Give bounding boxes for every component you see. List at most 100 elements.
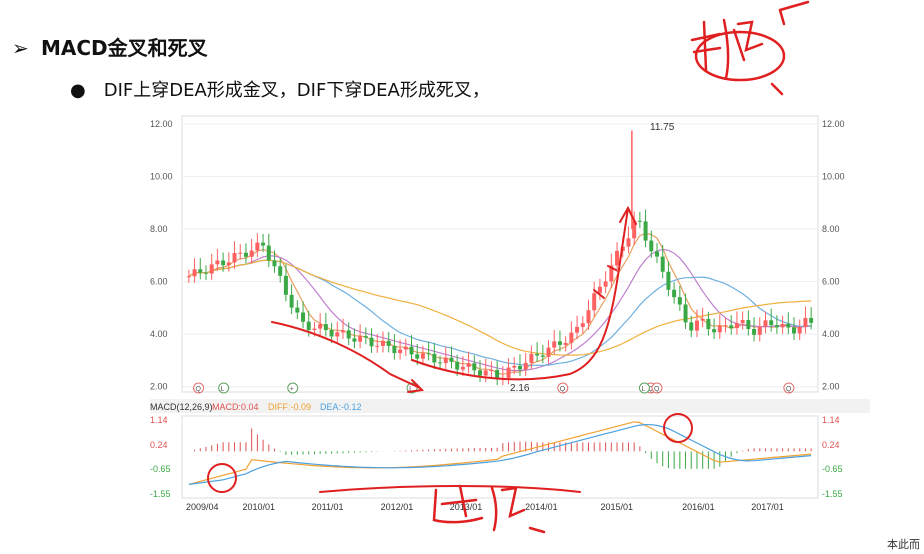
candle-body	[249, 250, 254, 257]
macd-legend-dea: DEA:-0.12	[320, 402, 362, 412]
candle-body	[809, 317, 814, 323]
candle-body	[626, 238, 631, 247]
macd-legend-name: MACD(12,26,9)	[150, 402, 213, 412]
candle-body	[232, 252, 237, 263]
candle-body	[392, 345, 397, 354]
candle-body	[752, 328, 757, 335]
candle-body	[478, 370, 483, 376]
candle-body	[563, 342, 568, 345]
candle-body	[261, 242, 266, 246]
candle-body	[746, 320, 751, 329]
candle-body	[238, 252, 243, 254]
candle-body	[506, 367, 511, 378]
macd-legend-diff: DIFF:-0.09	[268, 402, 311, 412]
candle-body	[295, 307, 300, 313]
x-axis-label: 2011/01	[312, 502, 344, 512]
macd-panel	[181, 415, 819, 499]
candle-body	[666, 271, 671, 290]
slide-heading: ➢ MACD金叉和死叉	[12, 32, 208, 61]
x-axis-label: 2013/01	[450, 502, 483, 512]
macd-tick-right: 0.24	[822, 440, 840, 450]
x-axis-label: 2016/01	[682, 502, 715, 512]
macd-legend-macd: MACD:0.04	[212, 402, 259, 412]
candle-body	[689, 322, 694, 331]
red-ink-annotations	[207, 205, 693, 493]
ticks-on-curve	[593, 265, 617, 299]
candle-body	[186, 276, 191, 278]
candlesticks	[186, 130, 814, 386]
handwritten-note-bottom	[432, 484, 546, 534]
macd-tick-left: -1.55	[150, 489, 171, 499]
macd-histogram	[194, 428, 812, 469]
candle-body	[301, 312, 306, 322]
candle-body	[375, 345, 380, 347]
stock-chart: 12.00 10.00 8.00 6.00 4.00 2.00 12.00 10.00 8.0…	[150, 115, 870, 512]
event-marker	[193, 382, 205, 394]
event-marker-label: Q	[654, 386, 660, 393]
moving-average-line	[188, 259, 812, 356]
price-tick-right: 2.00	[822, 382, 840, 392]
candle-body	[443, 357, 448, 364]
candle-body	[380, 340, 385, 346]
price-tick-left: 2.00	[150, 382, 168, 392]
moving-average-line	[188, 248, 812, 372]
price-tick-left: 10.00	[150, 171, 173, 181]
candle-body	[283, 275, 288, 295]
candle-body	[712, 329, 717, 333]
dea-line	[188, 423, 812, 485]
candle-body	[289, 294, 294, 308]
candle-body	[637, 220, 642, 222]
low-price-label: 2.16	[510, 383, 530, 394]
candle-body	[792, 327, 797, 334]
candle-body	[512, 365, 517, 368]
event-marker	[651, 382, 663, 394]
candle-body	[597, 286, 602, 294]
x-axis-label: 2010/01	[243, 502, 276, 512]
candle-body	[335, 332, 340, 337]
candle-body	[643, 221, 648, 241]
candle-body	[780, 323, 785, 328]
candle-body	[472, 363, 477, 371]
bottom-curve	[411, 207, 629, 381]
candle-body	[312, 328, 317, 331]
event-marker	[638, 382, 650, 394]
candle-body	[255, 242, 260, 251]
death-cross-circle	[663, 413, 693, 443]
candle-body	[700, 318, 705, 321]
golden-cross-circle	[207, 463, 237, 493]
candle-body	[546, 347, 551, 357]
macd-y-ticks: 1.14 1.14 0.24 0.24 -0.65 -0.65 -1.55 -1.55	[150, 415, 843, 499]
candle-body	[734, 323, 739, 329]
candle-body	[529, 353, 534, 363]
macd-lines	[188, 421, 812, 485]
event-marker-label: Q	[786, 386, 792, 393]
peak-price-label: 11.75	[650, 122, 675, 133]
candle-body	[803, 317, 808, 328]
candle-body	[266, 245, 271, 261]
event-marker-label: +	[290, 386, 294, 393]
candle-body	[769, 320, 774, 326]
candle-body	[535, 353, 540, 356]
candle-body	[363, 336, 368, 338]
price-tick-right: 10.00	[822, 171, 845, 181]
bullet-dot-icon: ●	[70, 80, 86, 101]
candle-body	[609, 265, 614, 282]
candle-body	[552, 341, 557, 348]
candle-body	[460, 366, 465, 370]
candle-body	[449, 357, 454, 362]
candle-body	[215, 260, 220, 265]
heading-text: MACD金叉和死叉	[40, 36, 208, 60]
candle-body	[723, 325, 728, 327]
candle-body	[420, 353, 425, 359]
price-tick-left: 4.00	[150, 329, 168, 339]
candle-body	[438, 362, 443, 364]
candle-body	[346, 330, 351, 339]
candle-body	[409, 346, 414, 355]
candle-body	[278, 266, 283, 276]
candle-body	[455, 361, 460, 370]
candle-body	[466, 363, 471, 367]
candle-body	[523, 362, 528, 370]
candle-body	[243, 252, 248, 257]
x-axis-label: 2017/01	[751, 502, 784, 512]
